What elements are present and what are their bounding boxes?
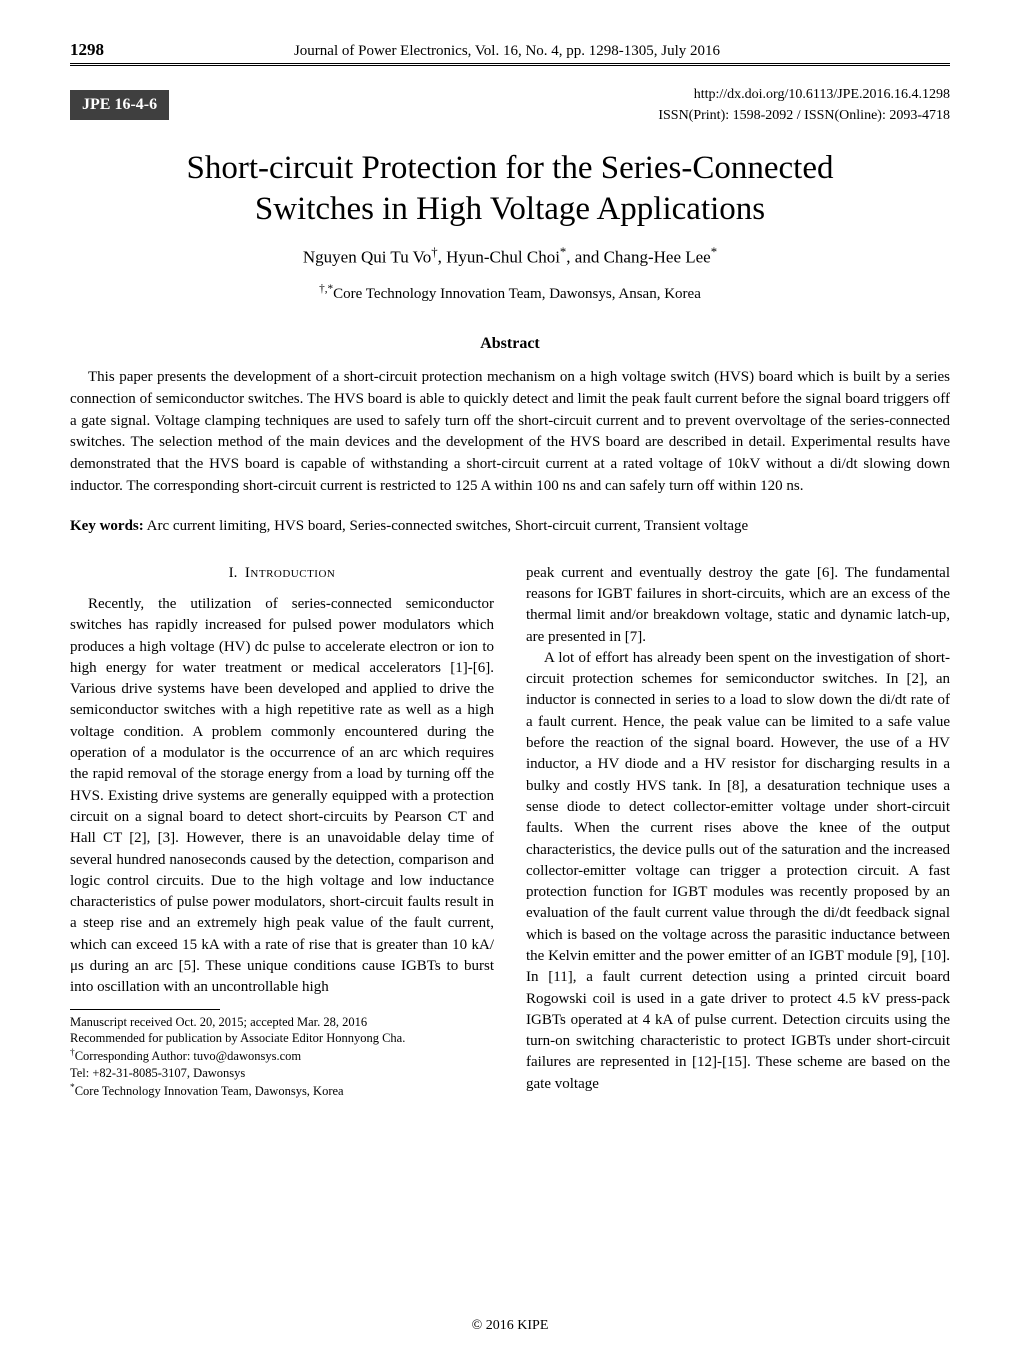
footnote-manuscript: Manuscript received Oct. 20, 2015; accep… — [70, 1014, 494, 1031]
issn-line: ISSN(Print): 1598-2092 / ISSN(Online): 2… — [658, 105, 950, 126]
affiliation-sup: †,* — [319, 283, 333, 295]
section-1-roman: I. — [229, 565, 238, 581]
doi-url: http://dx.doi.org/10.6113/JPE.2016.16.4.… — [658, 84, 950, 105]
two-column-body: I. Introduction Recently, the utilizatio… — [70, 563, 950, 1101]
footnote-affil: *Core Technology Innovation Team, Dawons… — [70, 1082, 494, 1100]
copyright-text: © 2016 KIPE — [472, 1318, 549, 1333]
left-column: I. Introduction Recently, the utilizatio… — [70, 563, 494, 1101]
paper-title: Short-circuit Protection for the Series-… — [70, 148, 950, 231]
affiliation-line: †,*Core Technology Innovation Team, Dawo… — [70, 283, 950, 303]
badge-doi-row: JPE 16-4-6 http://dx.doi.org/10.6113/JPE… — [70, 84, 950, 126]
keywords-line: Key words: Arc current limiting, HVS boa… — [70, 518, 950, 535]
footnotes-block: Manuscript received Oct. 20, 2015; accep… — [70, 1014, 494, 1101]
page-number: 1298 — [70, 40, 104, 60]
intro-continuation-right: peak current and eventually destroy the … — [526, 563, 950, 648]
intro-paragraph-right-2: A lot of effort has already been spent o… — [526, 648, 950, 1095]
footnote-recommended: Recommended for publication by Associate… — [70, 1030, 494, 1047]
right-column: peak current and eventually destroy the … — [526, 563, 950, 1101]
author-3: Chang-Hee Lee — [604, 247, 711, 266]
keywords-text: Arc current limiting, HVS board, Series-… — [144, 518, 748, 534]
running-header: 1298 Journal of Power Electronics, Vol. … — [70, 40, 950, 66]
keywords-label: Key words: — [70, 518, 144, 534]
title-line-1: Short-circuit Protection for the Series-… — [187, 150, 834, 186]
author-2: Hyun-Chul Choi — [446, 247, 560, 266]
intro-paragraph-left: Recently, the utilization of series-conn… — [70, 594, 494, 999]
footnote-corresponding-text: Corresponding Author: tuvo@dawonsys.com — [75, 1050, 301, 1064]
abstract-heading: Abstract — [70, 335, 950, 353]
sep-1: , — [438, 247, 447, 266]
section-1-heading: I. Introduction — [70, 563, 494, 584]
affiliation-text: Core Technology Innovation Team, Dawonsy… — [333, 286, 701, 302]
article-code-badge: JPE 16-4-6 — [70, 90, 169, 120]
section-1-title: Introduction — [245, 565, 335, 581]
footnote-corresponding: †Corresponding Author: tuvo@dawonsys.com — [70, 1047, 494, 1065]
title-line-2: Switches in High Voltage Applications — [255, 191, 765, 227]
page-footer: © 2016 KIPE — [0, 1318, 1020, 1334]
journal-citation: Journal of Power Electronics, Vol. 16, N… — [104, 43, 910, 60]
footnote-affil-text: Core Technology Innovation Team, Dawonsy… — [75, 1084, 344, 1098]
authors-line: Nguyen Qui Tu Vo†, Hyun-Chul Choi*, and … — [70, 245, 950, 268]
author-3-sup: * — [711, 245, 717, 259]
abstract-body: This paper presents the development of a… — [70, 367, 950, 498]
footnote-tel: Tel: +82-31-8085-3107, Dawonsys — [70, 1065, 494, 1082]
author-1: Nguyen Qui Tu Vo — [303, 247, 431, 266]
sep-2: , and — [566, 247, 603, 266]
doi-block: http://dx.doi.org/10.6113/JPE.2016.16.4.… — [658, 84, 950, 126]
footnote-rule — [70, 1009, 220, 1010]
